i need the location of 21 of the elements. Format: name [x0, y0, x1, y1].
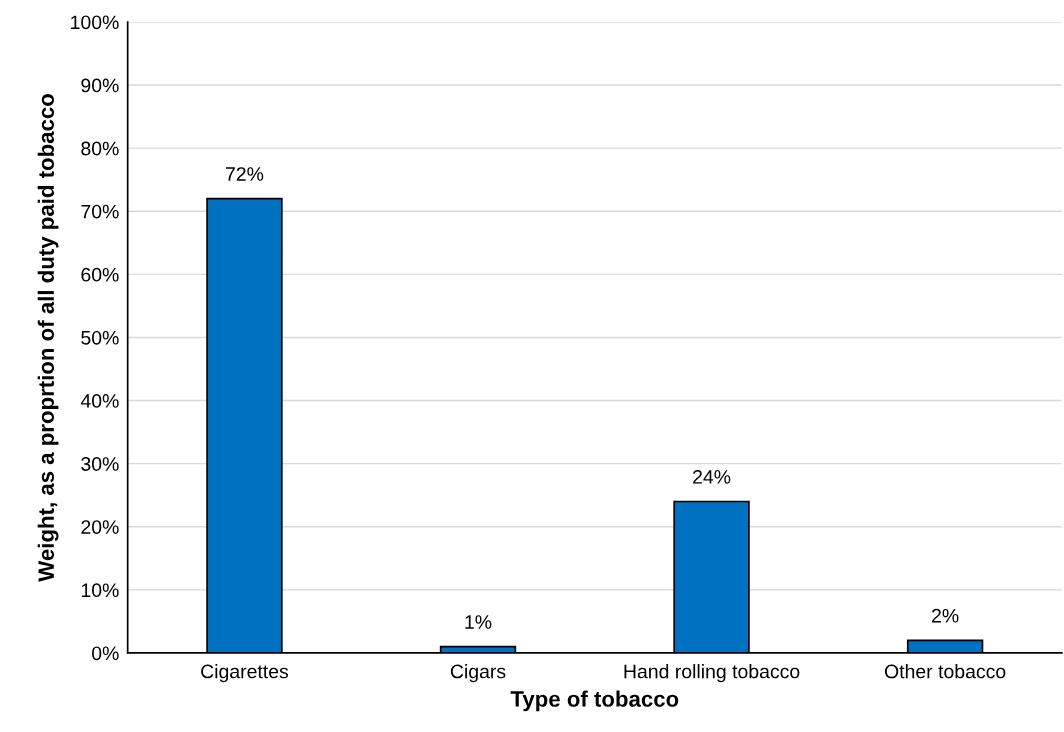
y-tick-label: 100%: [71, 15, 119, 30]
y-tick-label: 60%: [81, 267, 119, 282]
x-tick-label: Other tobacco: [884, 664, 1006, 679]
y-tick-label: 20%: [81, 520, 119, 534]
x-tick-label: Hand rolling tobacco: [624, 664, 800, 683]
data-label: 24%: [693, 470, 731, 484]
y-tick-label: 40%: [80, 394, 119, 408]
y-tick-label: 90%: [81, 78, 119, 93]
x-tick-label: Cigarettes: [201, 664, 289, 683]
y-tick-label: 10%: [81, 583, 119, 598]
y-tick-label: 30%: [81, 457, 119, 471]
data-label: 1%: [465, 615, 492, 629]
x-tick-label: Cigars: [450, 664, 506, 683]
y-tick-label: 0%: [92, 646, 119, 661]
y-axis-title: Weight, as a proprtion of all duty paid tobacco: [37, 94, 59, 582]
data-label: 72%: [225, 167, 264, 181]
y-tick-label: 50%: [81, 330, 119, 345]
data-label: 2%: [932, 608, 959, 623]
x-axis-title: Type of tobacco: [510, 690, 679, 712]
y-tick-label: 70%: [81, 204, 119, 219]
y-tick-label: 80%: [81, 141, 119, 156]
